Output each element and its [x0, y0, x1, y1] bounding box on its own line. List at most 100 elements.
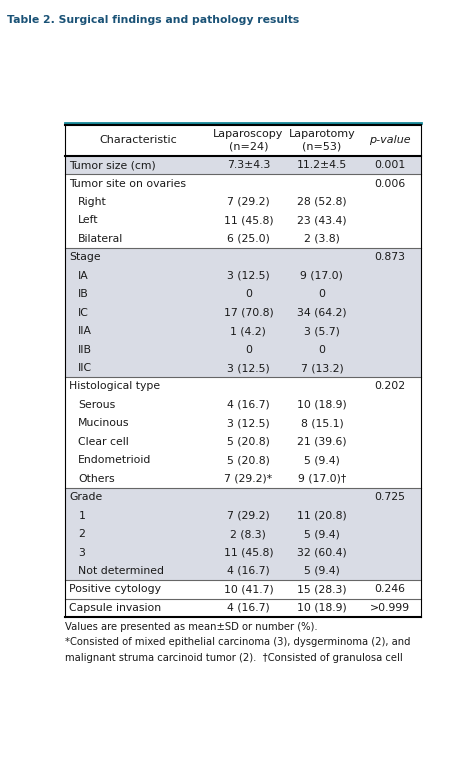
Bar	[65, 248, 421, 266]
Text: *Consisted of mixed epithelial carcinoma (3), dysgerminoma (2), and: *Consisted of mixed epithelial carcinoma…	[65, 638, 410, 648]
Text: Others: Others	[78, 474, 115, 484]
Text: 17 (70.8): 17 (70.8)	[224, 308, 273, 318]
Text: IIC: IIC	[78, 363, 92, 373]
Text: 10 (18.9): 10 (18.9)	[297, 603, 347, 613]
Text: 7 (13.2): 7 (13.2)	[301, 363, 343, 373]
Text: 0: 0	[245, 345, 252, 354]
Bar	[65, 211, 421, 229]
Text: Positive cytology: Positive cytology	[69, 584, 161, 594]
Bar	[65, 581, 421, 598]
Bar	[65, 340, 421, 359]
Text: Mucinous: Mucinous	[78, 418, 130, 428]
Text: 0.873: 0.873	[374, 253, 405, 263]
Text: 7.3±4.3: 7.3±4.3	[227, 160, 270, 170]
Text: 5 (9.4): 5 (9.4)	[304, 455, 340, 465]
Text: 0.725: 0.725	[374, 492, 405, 502]
Text: 32 (60.4): 32 (60.4)	[297, 547, 347, 557]
Text: IA: IA	[78, 271, 89, 281]
Text: 5 (9.4): 5 (9.4)	[304, 566, 340, 576]
Text: 21 (39.6): 21 (39.6)	[297, 437, 346, 447]
Text: Left: Left	[78, 216, 99, 226]
Bar	[65, 359, 421, 377]
Bar	[65, 451, 421, 470]
Bar	[65, 544, 421, 562]
Text: 9 (17.0)†: 9 (17.0)†	[298, 474, 346, 484]
Text: 0.202: 0.202	[374, 381, 405, 391]
Bar	[65, 303, 421, 322]
Text: 34 (64.2): 34 (64.2)	[297, 308, 346, 318]
Text: 10 (41.7): 10 (41.7)	[224, 584, 273, 594]
Text: 3 (12.5): 3 (12.5)	[227, 363, 270, 373]
Text: Stage: Stage	[69, 253, 101, 263]
Text: Grade: Grade	[69, 492, 102, 502]
Text: 4 (16.7): 4 (16.7)	[227, 603, 270, 613]
Text: 28 (52.8): 28 (52.8)	[297, 197, 346, 207]
Text: 4 (16.7): 4 (16.7)	[227, 566, 270, 576]
Text: 10 (18.9): 10 (18.9)	[297, 400, 347, 410]
Text: 3: 3	[78, 547, 85, 557]
Text: 0: 0	[319, 345, 326, 354]
Bar	[65, 192, 421, 211]
Text: p-value: p-value	[369, 136, 410, 146]
Text: Clear cell: Clear cell	[78, 437, 129, 447]
Text: Endometrioid: Endometrioid	[78, 455, 152, 465]
Text: 8 (15.1): 8 (15.1)	[301, 418, 343, 428]
Bar	[65, 507, 421, 525]
Bar	[65, 488, 421, 507]
Bar	[65, 229, 421, 248]
Text: malignant struma carcinoid tumor (2).  †Consisted of granulosa cell: malignant struma carcinoid tumor (2). †C…	[65, 653, 402, 663]
Text: Laparoscopy
(n=24): Laparoscopy (n=24)	[213, 129, 283, 152]
Text: IIA: IIA	[78, 326, 92, 336]
Text: 0.001: 0.001	[374, 160, 405, 170]
Text: 1: 1	[78, 511, 85, 521]
Text: 6 (25.0): 6 (25.0)	[227, 234, 270, 244]
Text: 23 (43.4): 23 (43.4)	[297, 216, 346, 226]
Text: 5 (20.8): 5 (20.8)	[227, 455, 270, 465]
Text: Tumor size (cm): Tumor size (cm)	[69, 160, 156, 170]
Text: 2 (8.3): 2 (8.3)	[230, 529, 266, 539]
Bar	[65, 174, 421, 192]
Text: 7 (29.2)*: 7 (29.2)*	[224, 474, 273, 484]
Text: 1 (4.2): 1 (4.2)	[230, 326, 266, 336]
Bar	[65, 470, 421, 488]
Text: Capsule invasion: Capsule invasion	[69, 603, 161, 613]
Text: 2 (3.8): 2 (3.8)	[304, 234, 340, 244]
Text: 2: 2	[78, 529, 85, 539]
Bar	[65, 377, 421, 396]
Text: IIB: IIB	[78, 345, 92, 354]
Bar	[65, 322, 421, 340]
Text: 11 (45.8): 11 (45.8)	[224, 547, 273, 557]
Text: 7 (29.2): 7 (29.2)	[227, 197, 270, 207]
Text: Histological type: Histological type	[69, 381, 160, 391]
Text: 11 (45.8): 11 (45.8)	[224, 216, 273, 226]
Bar	[65, 598, 421, 617]
Bar	[65, 396, 421, 414]
Text: 11.2±4.5: 11.2±4.5	[297, 160, 347, 170]
Text: Serous: Serous	[78, 400, 116, 410]
Text: IC: IC	[78, 308, 89, 318]
Text: Characteristic: Characteristic	[100, 136, 177, 146]
Bar	[65, 433, 421, 451]
Bar	[65, 525, 421, 544]
Text: 11 (20.8): 11 (20.8)	[297, 511, 347, 521]
Text: 4 (16.7): 4 (16.7)	[227, 400, 270, 410]
Text: 0: 0	[245, 290, 252, 300]
Text: 0.006: 0.006	[374, 179, 405, 189]
Text: >0.999: >0.999	[370, 603, 410, 613]
Text: Values are presented as mean±SD or number (%).: Values are presented as mean±SD or numbe…	[65, 622, 318, 632]
Text: 0.246: 0.246	[374, 584, 405, 594]
Text: Bilateral: Bilateral	[78, 234, 124, 244]
Text: Table 2. Surgical findings and pathology results: Table 2. Surgical findings and pathology…	[7, 15, 300, 25]
Text: Right: Right	[78, 197, 107, 207]
Bar	[65, 285, 421, 303]
Bar	[65, 125, 421, 156]
Bar	[65, 156, 421, 174]
Text: Tumor site on ovaries: Tumor site on ovaries	[69, 179, 186, 189]
Text: 5 (20.8): 5 (20.8)	[227, 437, 270, 447]
Bar	[65, 266, 421, 285]
Text: 5 (9.4): 5 (9.4)	[304, 529, 340, 539]
Text: 3 (5.7): 3 (5.7)	[304, 326, 340, 336]
Text: 3 (12.5): 3 (12.5)	[227, 418, 270, 428]
Text: 3 (12.5): 3 (12.5)	[227, 271, 270, 281]
Text: Not determined: Not determined	[78, 566, 164, 576]
